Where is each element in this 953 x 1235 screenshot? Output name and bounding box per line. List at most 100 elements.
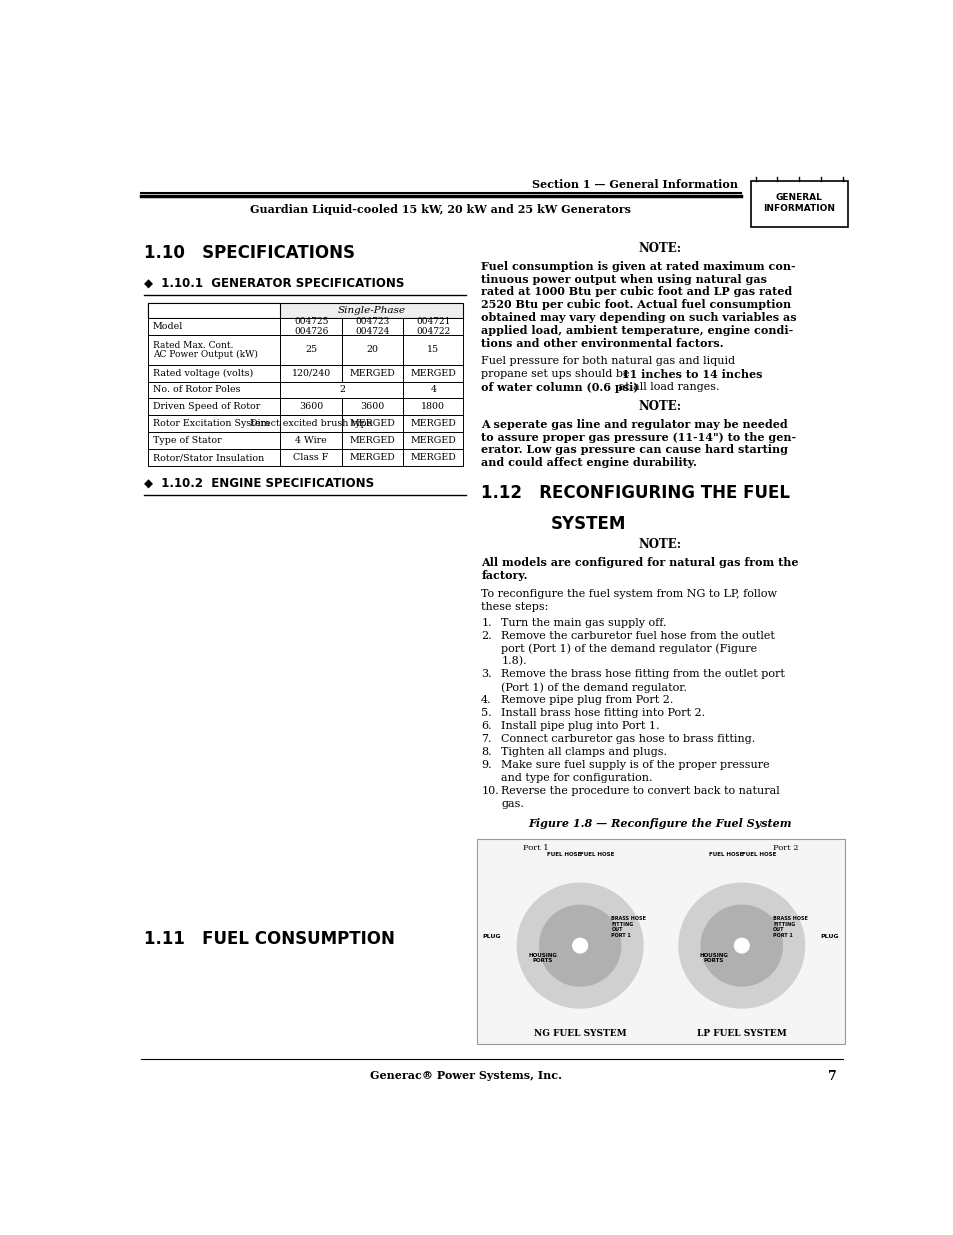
- Bar: [148, 399, 280, 415]
- Text: applied load, ambient temperature, engine condi-: applied load, ambient temperature, engin…: [480, 325, 793, 336]
- Bar: [280, 432, 341, 450]
- Text: Turn the main gas supply off.: Turn the main gas supply off.: [500, 618, 666, 627]
- Text: 15: 15: [427, 346, 439, 354]
- Text: 3600: 3600: [298, 403, 323, 411]
- Text: 10.: 10.: [480, 785, 498, 795]
- Text: 1.: 1.: [480, 618, 492, 627]
- Text: GENERAL
INFORMATION: GENERAL INFORMATION: [762, 193, 835, 212]
- Text: NG FUEL SYSTEM: NG FUEL SYSTEM: [534, 1029, 626, 1037]
- Text: ◆  1.10.1  GENERATOR SPECIFICATIONS: ◆ 1.10.1 GENERATOR SPECIFICATIONS: [144, 277, 404, 290]
- Bar: [403, 319, 463, 336]
- Text: Rotor/Stator Insulation: Rotor/Stator Insulation: [152, 453, 264, 462]
- Text: tions and other environmental factors.: tions and other environmental factors.: [480, 338, 723, 350]
- Text: FUEL HOSE: FUEL HOSE: [579, 852, 614, 857]
- Bar: [403, 450, 463, 466]
- Text: 3.: 3.: [480, 669, 492, 679]
- Text: 25: 25: [305, 346, 317, 354]
- Text: A seperate gas line and regulator may be needed: A seperate gas line and regulator may be…: [480, 419, 787, 430]
- Circle shape: [700, 905, 781, 986]
- Bar: [403, 432, 463, 450]
- Text: No. of Rotor Poles: No. of Rotor Poles: [152, 385, 240, 394]
- Text: and type for configuration.: and type for configuration.: [500, 773, 652, 783]
- Bar: [341, 450, 403, 466]
- Circle shape: [734, 939, 748, 953]
- Text: of water column (0.6 psi): of water column (0.6 psi): [480, 382, 638, 393]
- Circle shape: [539, 905, 620, 986]
- Circle shape: [517, 883, 642, 1008]
- Bar: [280, 364, 341, 382]
- Bar: [341, 336, 403, 364]
- Bar: [280, 336, 341, 364]
- Text: Generac® Power Systems, Inc.: Generac® Power Systems, Inc.: [369, 1070, 561, 1081]
- Bar: [148, 364, 280, 382]
- Text: these steps:: these steps:: [480, 601, 548, 611]
- Circle shape: [679, 883, 803, 1008]
- Bar: [148, 432, 280, 450]
- Text: and could affect engine durability.: and could affect engine durability.: [480, 457, 697, 468]
- Text: MERGED: MERGED: [350, 420, 395, 429]
- Text: Model: Model: [152, 322, 183, 331]
- Text: NOTE:: NOTE:: [638, 538, 681, 551]
- Text: obtained may vary depending on such variables as: obtained may vary depending on such vari…: [480, 312, 796, 324]
- Text: Rated Max. Cont.: Rated Max. Cont.: [152, 341, 233, 350]
- Text: NOTE:: NOTE:: [638, 400, 681, 414]
- Text: PLUG: PLUG: [482, 934, 501, 939]
- Text: (Port 1) of the demand regulator.: (Port 1) of the demand regulator.: [500, 682, 686, 693]
- Text: 1.8).: 1.8).: [500, 656, 526, 667]
- Bar: [280, 450, 341, 466]
- Text: 1800: 1800: [421, 403, 445, 411]
- Text: 8.: 8.: [480, 747, 492, 757]
- Text: 004724: 004724: [355, 327, 390, 336]
- Text: gas.: gas.: [500, 799, 523, 809]
- Text: Install pipe plug into Port 1.: Install pipe plug into Port 1.: [500, 721, 659, 731]
- Text: HOUSING
PORTS: HOUSING PORTS: [699, 952, 727, 963]
- Text: 9.: 9.: [480, 760, 492, 769]
- Text: Remove pipe plug from Port 2.: Remove pipe plug from Port 2.: [500, 695, 673, 705]
- Text: 11 inches to 14 inches: 11 inches to 14 inches: [621, 369, 762, 379]
- Text: 004726: 004726: [294, 327, 328, 336]
- Text: MERGED: MERGED: [410, 420, 456, 429]
- Circle shape: [572, 939, 587, 953]
- Bar: [403, 399, 463, 415]
- Bar: [148, 382, 280, 399]
- Text: rated at 1000 Btu per cubic foot and LP gas rated: rated at 1000 Btu per cubic foot and LP …: [480, 287, 792, 298]
- Bar: [403, 415, 463, 432]
- Text: Type of Stator: Type of Stator: [152, 436, 221, 446]
- Text: Guardian Liquid-cooled 15 kW, 20 kW and 25 kW Generators: Guardian Liquid-cooled 15 kW, 20 kW and …: [250, 204, 631, 215]
- Text: 7.: 7.: [480, 734, 491, 743]
- Text: All models are configured for natural gas from the: All models are configured for natural ga…: [480, 557, 798, 568]
- Text: 6.: 6.: [480, 721, 492, 731]
- Text: Figure 1.8 — Reconfigure the Fuel System: Figure 1.8 — Reconfigure the Fuel System: [528, 818, 791, 829]
- Text: 4: 4: [430, 385, 436, 394]
- Text: MERGED: MERGED: [350, 453, 395, 462]
- Text: PLUG: PLUG: [820, 934, 839, 939]
- Text: at all load ranges.: at all load ranges.: [615, 382, 719, 391]
- Text: AC Power Output (kW): AC Power Output (kW): [152, 351, 257, 359]
- Text: Single-Phase: Single-Phase: [337, 306, 405, 315]
- Text: Reverse the procedure to convert back to natural: Reverse the procedure to convert back to…: [500, 785, 780, 795]
- Text: Section 1 — General Information: Section 1 — General Information: [531, 179, 737, 190]
- Text: MERGED: MERGED: [410, 436, 456, 446]
- Text: Port 2: Port 2: [772, 844, 798, 852]
- Bar: [148, 319, 280, 336]
- Bar: [148, 450, 280, 466]
- Bar: [280, 382, 403, 399]
- Text: Rated voltage (volts): Rated voltage (volts): [152, 368, 253, 378]
- Text: tinuous power output when using natural gas: tinuous power output when using natural …: [480, 274, 766, 284]
- Text: 1.10   SPECIFICATIONS: 1.10 SPECIFICATIONS: [144, 245, 355, 263]
- Text: 004722: 004722: [416, 327, 450, 336]
- Text: To reconfigure the fuel system from NG to LP, follow: To reconfigure the fuel system from NG t…: [480, 589, 777, 599]
- Text: factory.: factory.: [480, 569, 527, 580]
- Text: 2520 Btu per cubic foot. Actual fuel consumption: 2520 Btu per cubic foot. Actual fuel con…: [480, 299, 790, 310]
- Text: LP FUEL SYSTEM: LP FUEL SYSTEM: [697, 1029, 786, 1037]
- Bar: [403, 364, 463, 382]
- Text: 004725: 004725: [294, 317, 328, 326]
- Text: SYSTEM: SYSTEM: [550, 515, 625, 534]
- Text: Class F: Class F: [294, 453, 329, 462]
- Text: 7: 7: [827, 1070, 836, 1083]
- Text: 3600: 3600: [360, 403, 384, 411]
- Text: NOTE:: NOTE:: [638, 242, 681, 256]
- Text: 120/240: 120/240: [292, 368, 331, 378]
- Bar: [280, 415, 341, 432]
- Text: port (Port 1) of the demand regulator (Figure: port (Port 1) of the demand regulator (F…: [500, 643, 757, 655]
